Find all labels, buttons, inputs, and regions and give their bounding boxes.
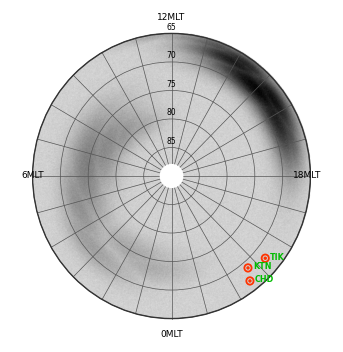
Text: 6MLT: 6MLT [22,171,44,181]
Circle shape [33,33,310,319]
Text: 0MLT: 0MLT [160,330,183,339]
Text: 18MLT: 18MLT [293,171,321,181]
Text: 85: 85 [167,137,176,146]
Text: 80: 80 [167,108,176,117]
Text: 65: 65 [167,23,176,32]
Text: 70: 70 [167,51,176,60]
Circle shape [249,280,251,282]
Text: KTN: KTN [253,262,271,271]
Circle shape [247,267,249,269]
Circle shape [264,257,266,259]
Text: CHD: CHD [255,275,274,284]
Text: 12MLT: 12MLT [157,13,186,22]
Circle shape [161,165,182,187]
Text: 75: 75 [167,80,176,89]
Text: TIK: TIK [270,253,285,262]
